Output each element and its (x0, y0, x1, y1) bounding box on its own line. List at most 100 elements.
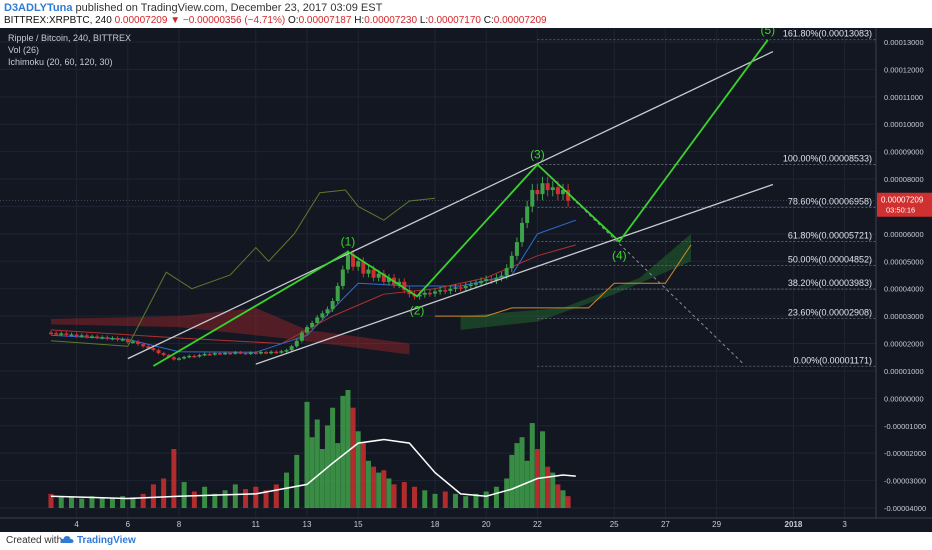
last-price: 0.00007209 (114, 15, 168, 26)
volume-bar (232, 484, 238, 508)
candle (351, 254, 356, 267)
volume-bar (68, 497, 74, 508)
candle (74, 334, 79, 336)
wave-label: (1) (341, 235, 356, 249)
volume-bar (524, 460, 530, 508)
candle (499, 275, 504, 278)
volume-bar (545, 466, 551, 508)
candle (540, 183, 545, 195)
chart-area[interactable]: 0.00013000 0.00012000 0.00011000 0.00010000… (0, 28, 932, 532)
candle (130, 341, 135, 344)
candle (294, 340, 299, 347)
price-tick-label: 0.00002000 (884, 340, 924, 349)
candle (514, 242, 519, 256)
candle (356, 261, 361, 267)
candle (284, 350, 289, 352)
candle (171, 357, 176, 360)
volume-bar (304, 401, 310, 508)
volume-bar (309, 437, 315, 508)
legend-title: Ripple / Bitcoin, 240, BITTREX (8, 33, 132, 43)
candle (192, 355, 197, 358)
volume-bar (330, 407, 336, 508)
time-tick-label: 25 (610, 520, 619, 529)
candle (530, 190, 535, 207)
tradingview-logo[interactable]: TradingView (60, 534, 136, 546)
candle (243, 352, 248, 355)
volume-bar (294, 454, 300, 508)
volume-bar (386, 478, 392, 508)
volume-bar (529, 423, 535, 508)
legend-ichimoku: Ichimoku (20, 60, 120, 30) (8, 57, 113, 67)
volume-bar (58, 496, 64, 508)
candle (325, 309, 330, 314)
price-chart[interactable]: 0.00013000 0.00012000 0.00011000 0.00010000… (0, 28, 932, 532)
candle (366, 269, 371, 274)
candle (376, 273, 381, 278)
candle (443, 290, 448, 292)
price-tick-label: -0.00001000 (884, 422, 926, 431)
cloud-icon (60, 536, 74, 543)
header-bar: D3ADLYTuna published on TradingView.com,… (0, 0, 932, 28)
fib-label: 0.00%(0.00001171) (794, 355, 872, 365)
volume-bar (463, 496, 469, 508)
volume-bar (181, 482, 187, 508)
volume-bar (365, 460, 371, 508)
candle (79, 335, 84, 337)
candle (535, 190, 540, 195)
candle (238, 352, 243, 354)
time-tick-label: 11 (252, 520, 261, 529)
change-text: −0.00000356 (−4.71%) (182, 15, 286, 26)
volume-bar (212, 493, 218, 508)
volume-bar (442, 491, 448, 508)
ichimoku-cloud-green (460, 233, 691, 330)
wave-label: (2) (410, 303, 425, 317)
volume-bar (109, 498, 115, 508)
price-tick-label: 0.00003000 (884, 312, 924, 321)
candle (233, 352, 238, 354)
volume-bar (222, 490, 228, 508)
volume-bar (284, 472, 290, 508)
author-link[interactable]: D3ADLYTuna (4, 2, 73, 14)
volume-bar (140, 493, 146, 508)
open-label: O: (288, 15, 299, 26)
candle (177, 358, 181, 360)
candle (453, 287, 458, 289)
last-price-label: 0.00007209 (881, 196, 924, 205)
candle (125, 339, 130, 343)
candle (381, 273, 386, 282)
volume-bar (514, 443, 520, 508)
price-tick-label: 0.00000000 (884, 394, 924, 403)
candle (223, 352, 228, 355)
legend-volume: Vol (26) (8, 45, 40, 55)
volume-bar (120, 496, 126, 508)
fib-label: 38.20%(0.00003983) (788, 278, 872, 288)
time-tick-label: 2018 (785, 520, 803, 529)
candle (463, 285, 468, 289)
candle (310, 322, 315, 328)
candle (110, 338, 115, 340)
candle (212, 353, 217, 355)
candle (433, 291, 437, 294)
fib-label: 50.00%(0.00004852) (788, 254, 872, 264)
candle (136, 341, 141, 345)
volume-bar (391, 484, 397, 508)
time-tick-label: 3 (842, 520, 847, 529)
symbol-label: BITTREX:XRPBTC, 240 (4, 15, 112, 26)
price-tick-label: 0.00004000 (884, 285, 924, 294)
candle (315, 317, 320, 323)
candle (84, 335, 89, 337)
price-tick-label: 0.00006000 (884, 230, 924, 239)
close-label: C: (483, 15, 494, 26)
candle (182, 356, 187, 359)
candle (100, 337, 105, 339)
candle (402, 281, 407, 291)
price-tick-label: 0.00005000 (884, 257, 924, 266)
candle (279, 351, 284, 353)
last-price-badge (877, 192, 932, 217)
volume-bar (314, 419, 320, 508)
close-value: 0.00007209 (493, 15, 547, 26)
candle (274, 351, 279, 354)
volume-bar (79, 498, 85, 508)
time-tick-label: 13 (303, 520, 312, 529)
price-tick-label: -0.00003000 (884, 477, 926, 486)
